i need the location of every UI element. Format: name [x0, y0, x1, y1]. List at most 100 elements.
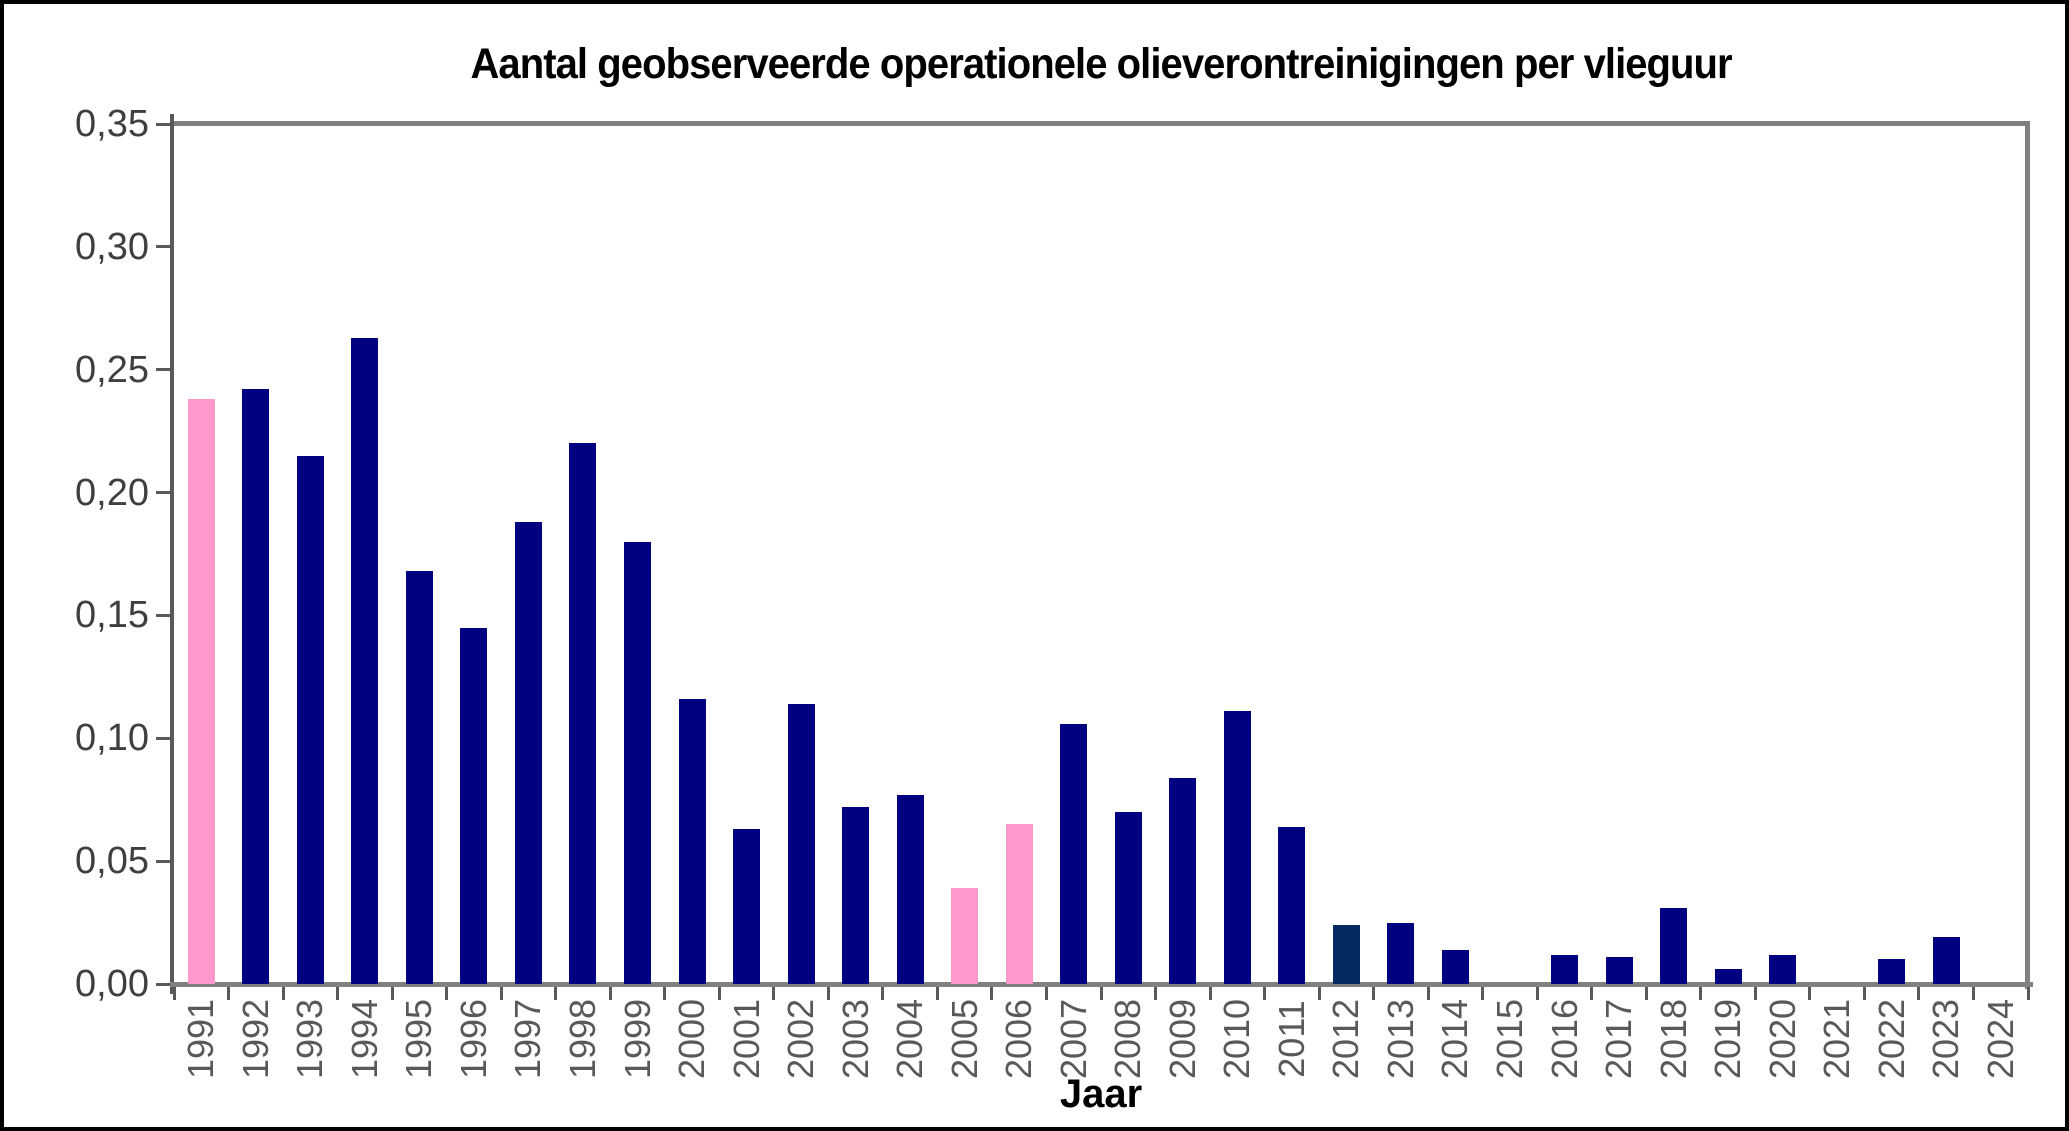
x-axis-label-2012: 2012 [1325, 998, 1367, 1080]
bar-1996 [460, 627, 488, 984]
y-axis-tick [156, 982, 170, 986]
x-axis-label-1992: 1992 [234, 998, 276, 1080]
bar-2017 [1605, 956, 1633, 984]
y-axis-tick [156, 368, 170, 372]
x-axis-label-1993: 1993 [289, 998, 331, 1080]
x-axis-tick [1044, 987, 1048, 1000]
y-axis-tick [156, 491, 170, 495]
x-axis-label-1995: 1995 [398, 998, 440, 1080]
x-axis-label-2008: 2008 [1107, 998, 1149, 1080]
y-axis-label-0,20: 0,20 [75, 471, 149, 514]
bar-2022 [1878, 959, 1906, 984]
bar-2010 [1223, 711, 1251, 984]
x-axis-label-1996: 1996 [452, 998, 494, 1080]
y-axis-label-0,15: 0,15 [75, 594, 149, 637]
bar-1995 [405, 571, 433, 984]
bar-2020 [1769, 954, 1797, 984]
bar-2011 [1278, 826, 1306, 984]
x-axis-tick [1590, 987, 1594, 1000]
x-axis-tick [227, 987, 231, 1000]
y-axis-tick [156, 736, 170, 740]
x-axis-label-2021: 2021 [1816, 998, 1858, 1080]
x-axis-label-2003: 2003 [834, 998, 876, 1080]
x-axis-tick [1208, 987, 1212, 1000]
x-axis-tick [935, 987, 939, 1000]
bar-2004 [896, 794, 924, 984]
y-axis-label-0,10: 0,10 [75, 717, 149, 760]
x-axis-tick [1535, 987, 1539, 1000]
x-axis-tick [554, 987, 558, 1000]
bar-2008 [1114, 812, 1142, 984]
y-axis-label-0,35: 0,35 [75, 103, 149, 145]
chart-title-wrap: Aantal geobserveerde operationele olieve… [174, 40, 2028, 89]
x-axis-tick [1263, 987, 1267, 1000]
x-axis-tick [1099, 987, 1103, 1000]
bar-2000 [678, 698, 706, 984]
bar-2014 [1441, 949, 1469, 984]
x-axis-label-2000: 2000 [671, 998, 713, 1080]
x-axis-tick [2026, 987, 2030, 1000]
x-axis-label-2010: 2010 [1216, 998, 1258, 1080]
x-axis-label-1991: 1991 [180, 998, 222, 1080]
x-axis-tick [663, 987, 667, 1000]
x-axis-label-2005: 2005 [943, 998, 985, 1080]
bar-2007 [1060, 723, 1088, 984]
x-axis-tick [608, 987, 612, 1000]
x-axis-label-2006: 2006 [998, 998, 1040, 1080]
bar-2016 [1551, 954, 1578, 984]
bar-2009 [1169, 777, 1197, 984]
bar-2002 [787, 703, 815, 984]
bar-2003 [842, 807, 870, 984]
x-axis-tick [826, 987, 830, 1000]
bar-1991 [187, 399, 215, 984]
x-axis-label-2017: 2017 [1598, 998, 1640, 1080]
bar-2006 [1005, 824, 1033, 984]
x-axis-tick [499, 987, 503, 1000]
x-axis-label-2022: 2022 [1870, 998, 1912, 1080]
x-axis-label-2013: 2013 [1379, 998, 1421, 1080]
x-axis-tick [281, 987, 285, 1000]
x-axis-label-2002: 2002 [780, 998, 822, 1080]
x-axis-tick [717, 987, 721, 1000]
x-axis-title: Jaar [1059, 1072, 1143, 1116]
plot-area: 0,35 0,30 0,25 0,20 0,15 0,10 0,05 0,00 1991 1992… [75, 103, 2033, 1079]
bar-2005 [951, 888, 979, 984]
x-axis-tick [772, 987, 776, 1000]
x-axis-label-1997: 1997 [507, 998, 549, 1080]
bar-2019 [1714, 969, 1742, 984]
plot-top-border [174, 121, 2028, 126]
x-axis-tick [1426, 987, 1430, 1000]
bar-1992 [242, 389, 270, 984]
x-axis-label-2004: 2004 [889, 998, 931, 1080]
x-axis-label-2019: 2019 [1707, 998, 1749, 1080]
x-axis-label-2009: 2009 [1161, 998, 1203, 1080]
y-axis-label-0,30: 0,30 [75, 225, 149, 268]
x-axis-label-2020: 2020 [1761, 998, 1803, 1080]
bar-2012 [1332, 925, 1360, 984]
y-axis-label-0,05: 0,05 [75, 840, 149, 883]
chart-title: Aantal geobserveerde operationele olieve… [470, 40, 1732, 88]
y-axis-label-0,00: 0,00 [75, 963, 149, 1005]
x-axis-label-2014: 2014 [1434, 998, 1476, 1080]
bar-2013 [1387, 922, 1415, 984]
bar-1999 [624, 541, 651, 984]
bar-2018 [1660, 907, 1688, 984]
x-axis-tick [172, 987, 176, 1000]
bar-1997 [514, 522, 542, 984]
x-axis-tick [445, 987, 449, 1000]
y-axis-line [170, 114, 174, 994]
x-axis-label-2007: 2007 [1052, 998, 1094, 1080]
plot-right-border [2025, 121, 2030, 989]
y-axis-tick [156, 122, 170, 126]
x-axis-label-2015: 2015 [1488, 998, 1530, 1080]
bar-2001 [733, 829, 761, 984]
y-axis-tick [156, 245, 170, 249]
y-axis-tick [156, 859, 170, 863]
x-axis-tick [1317, 987, 1321, 1000]
x-axis-label-2016: 2016 [1543, 998, 1585, 1080]
x-axis-tick [1154, 987, 1158, 1000]
x-axis-label-2023: 2023 [1925, 998, 1967, 1080]
x-axis-tick [1917, 987, 1921, 1000]
x-axis-baseline [170, 982, 2033, 987]
